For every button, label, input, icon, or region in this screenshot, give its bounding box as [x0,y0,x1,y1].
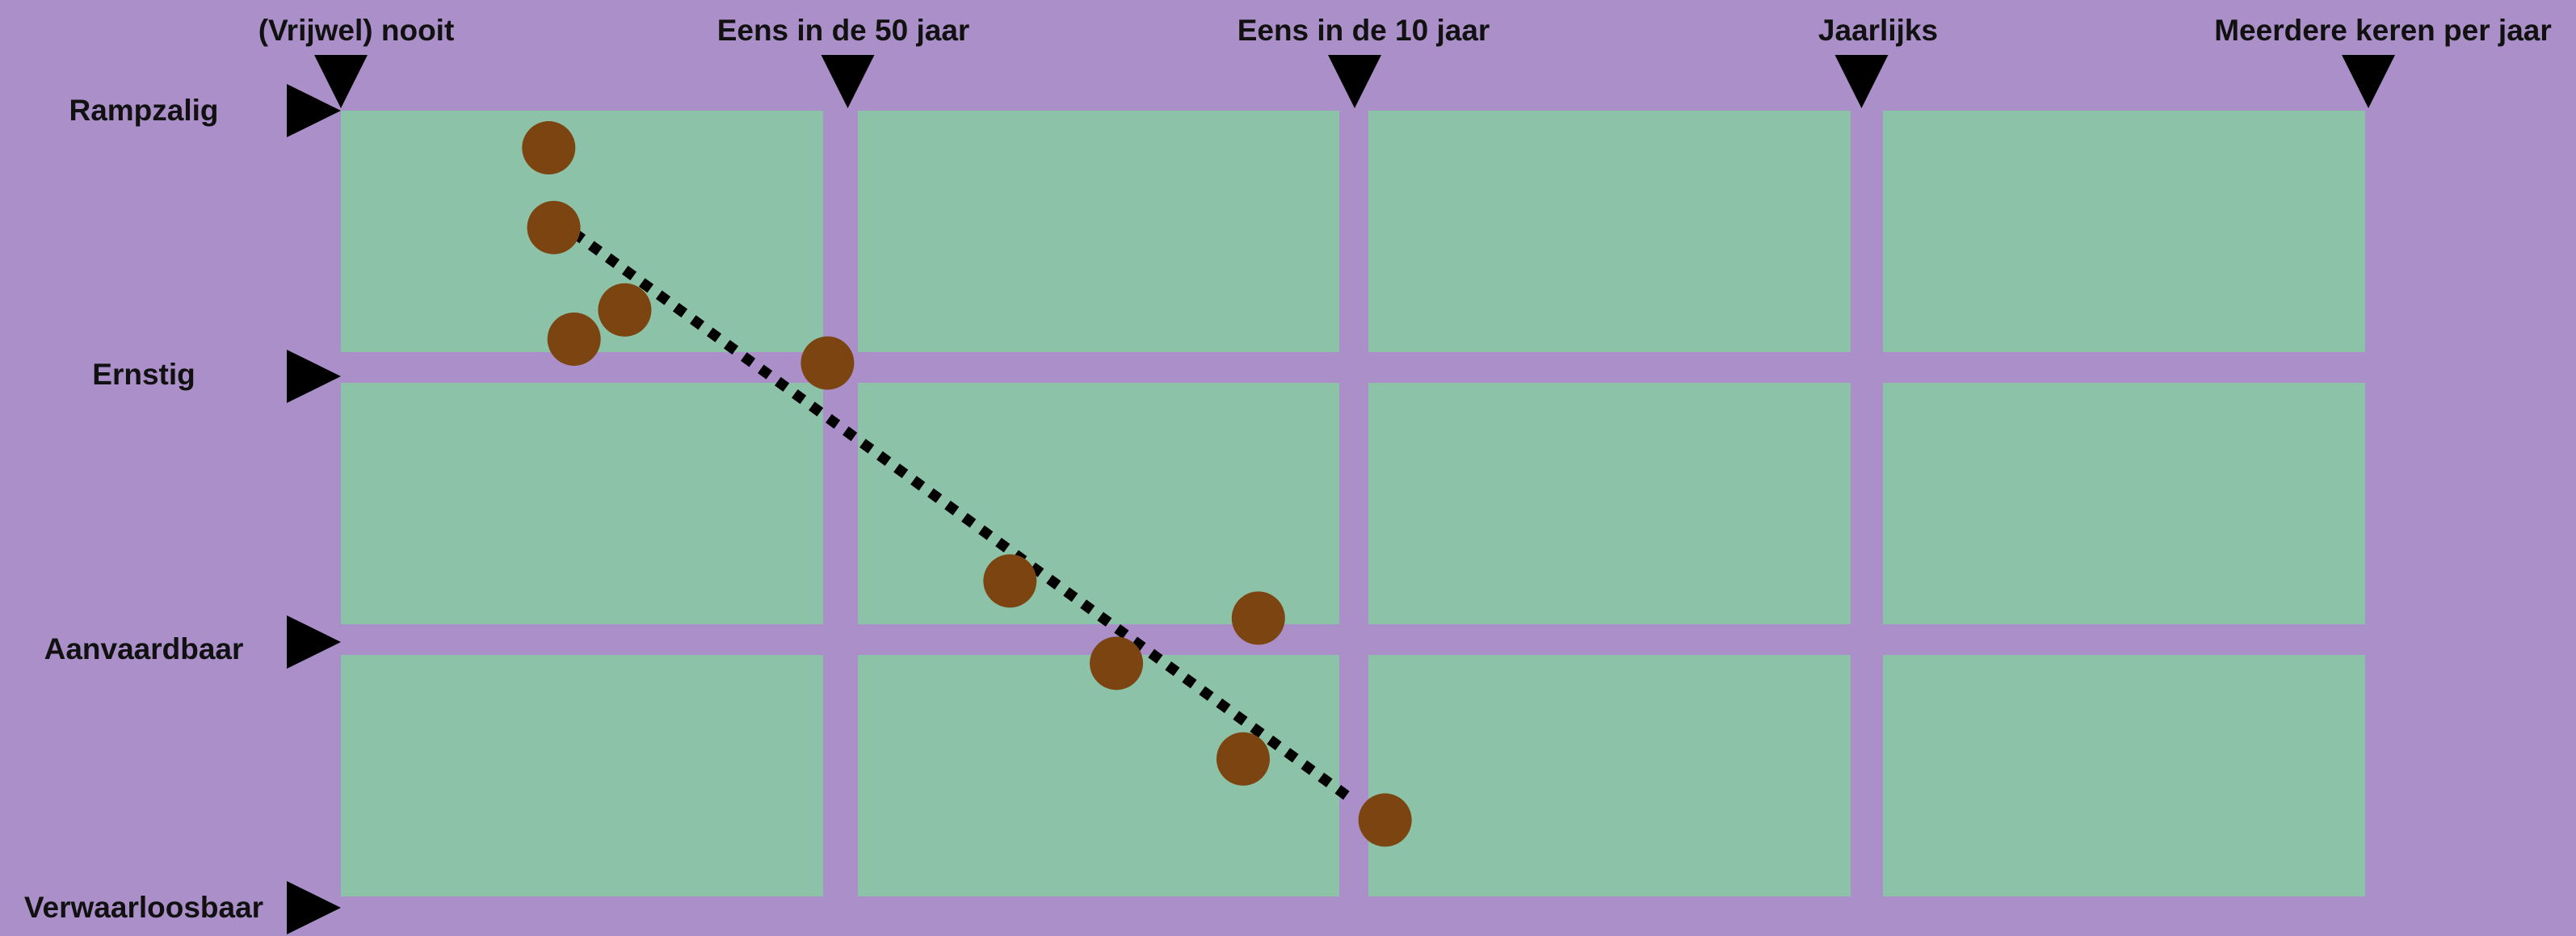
x-tick-marker [314,55,368,108]
risk-cell [1883,383,2365,624]
data-point [1358,793,1412,847]
risk-cell [1368,655,1851,896]
x-tick-label: (Vrijwel) nooit [258,14,455,47]
x-tick-marker [1834,55,1889,108]
risk-cell [858,655,1339,896]
x-tick-label: Eens in de 50 jaar [717,14,970,47]
x-tick-label: Eens in de 10 jaar [1238,14,1490,47]
risk-cell [1883,111,2365,352]
data-point [527,200,581,254]
y-tick-marker [287,84,341,137]
x-tick-marker [2342,55,2395,108]
risk-cell [858,111,1339,352]
data-point [547,312,601,366]
trend-line [570,229,1358,806]
data-point [1231,591,1285,645]
data-point [1090,636,1144,690]
risk-cell [341,383,823,624]
risk-cell [341,655,823,896]
y-tick-label: Rampzalig [69,94,218,127]
x-tick-label: Jaarlijks [1818,14,1938,47]
data-point [983,554,1037,608]
data-point [522,121,576,175]
data-point [801,336,855,390]
risk-cell [341,111,823,352]
y-tick-label: Ernstig [92,358,195,391]
risk-cell [858,383,1339,624]
x-tick-marker [1328,55,1381,108]
risk-cell [1368,383,1851,624]
risk-cell [1368,111,1851,352]
data-point [1216,732,1270,786]
x-tick-marker [821,55,875,108]
y-tick-marker [287,615,341,669]
x-tick-label: Meerdere keren per jaar [2214,14,2552,47]
y-tick-label: Aanvaardbaar [44,632,244,665]
risk-cell [1883,655,2365,896]
data-point [598,283,652,337]
y-tick-marker [287,881,341,934]
y-tick-label: Verwaarloosbaar [24,891,263,924]
y-tick-marker [287,350,341,403]
